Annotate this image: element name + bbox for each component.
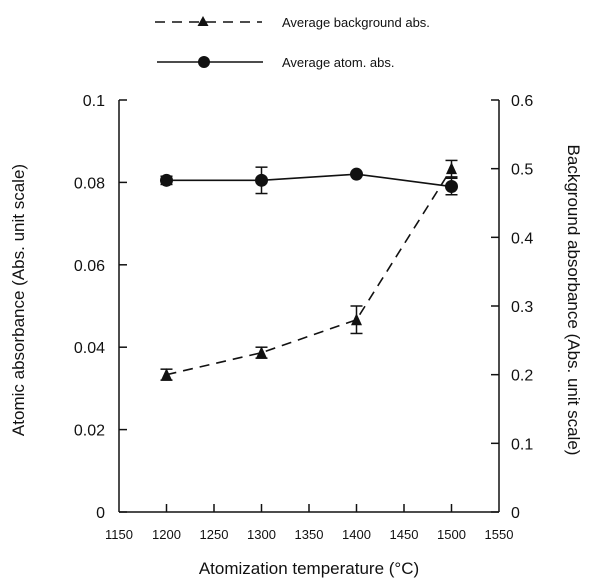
x-axis-ticks: 1150 1200 1250 1300 1350 1400 1450 1500 1550: [105, 504, 513, 542]
left-y-axis-ticks: 0 0.02 0.04 0.06 0.08 0.1: [74, 93, 127, 522]
legend: Average background abs. Average atom. ab…: [155, 15, 430, 70]
legend-label-atomic: Average atom. abs.: [282, 55, 395, 70]
right-y-tick-label: 0.5: [511, 162, 533, 179]
right-y-tick-label: 0.2: [511, 368, 533, 385]
legend-entry-atomic: Average atom. abs.: [157, 55, 395, 70]
x-tick-label: 1250: [200, 527, 229, 542]
x-axis-title: Atomization temperature (°C): [199, 559, 419, 578]
left-y-tick-label: 0.08: [74, 175, 105, 192]
data-point-atomic: [255, 173, 268, 187]
legend-marker-atomic: [198, 56, 210, 68]
left-y-tick-label: 0.1: [83, 93, 105, 110]
right-y-axis-ticks: 0 0.1 0.2 0.3 0.4 0.5 0.6: [491, 93, 533, 522]
data-point-background: [161, 368, 172, 381]
legend-marker-background: [197, 16, 209, 26]
x-tick-label: 1500: [437, 527, 466, 542]
right-y-tick-label: 0.1: [511, 436, 533, 453]
left-y-tick-label: 0.06: [74, 258, 105, 275]
legend-entry-background: Average background abs.: [155, 15, 430, 30]
left-y-tick-label: 0.04: [74, 340, 105, 357]
x-tick-label: 1150: [105, 527, 133, 542]
series-line-background: [166, 168, 453, 376]
left-y-tick-label: 0: [96, 505, 105, 522]
data-point-background: [256, 346, 267, 359]
x-tick-label: 1550: [485, 527, 514, 542]
data-point-background: [351, 313, 362, 326]
data-point-atomic: [445, 180, 458, 194]
data-point-atomic: [160, 173, 173, 187]
x-tick-label: 1400: [342, 527, 371, 542]
legend-label-background: Average background abs.: [282, 15, 430, 30]
right-y-tick-label: 0.3: [511, 299, 533, 316]
series-group: [160, 159, 458, 381]
data-point-atomic: [350, 167, 363, 181]
right-y-tick-label: 0: [511, 505, 520, 522]
x-tick-label: 1200: [152, 527, 181, 542]
x-tick-label: 1350: [295, 527, 324, 542]
data-point-background: [446, 162, 457, 175]
right-y-axis-title: Background absorbance (Abs. unit scale): [564, 145, 583, 456]
right-y-tick-label: 0.6: [511, 93, 533, 110]
left-y-tick-label: 0.02: [74, 423, 105, 440]
series-line-atomic: [166, 173, 452, 188]
left-y-axis-title: Atomic absorbance (Abs. unit scale): [9, 164, 28, 436]
x-tick-label: 1450: [390, 527, 419, 542]
right-y-tick-label: 0.4: [511, 230, 533, 247]
x-tick-label: 1300: [247, 527, 276, 542]
